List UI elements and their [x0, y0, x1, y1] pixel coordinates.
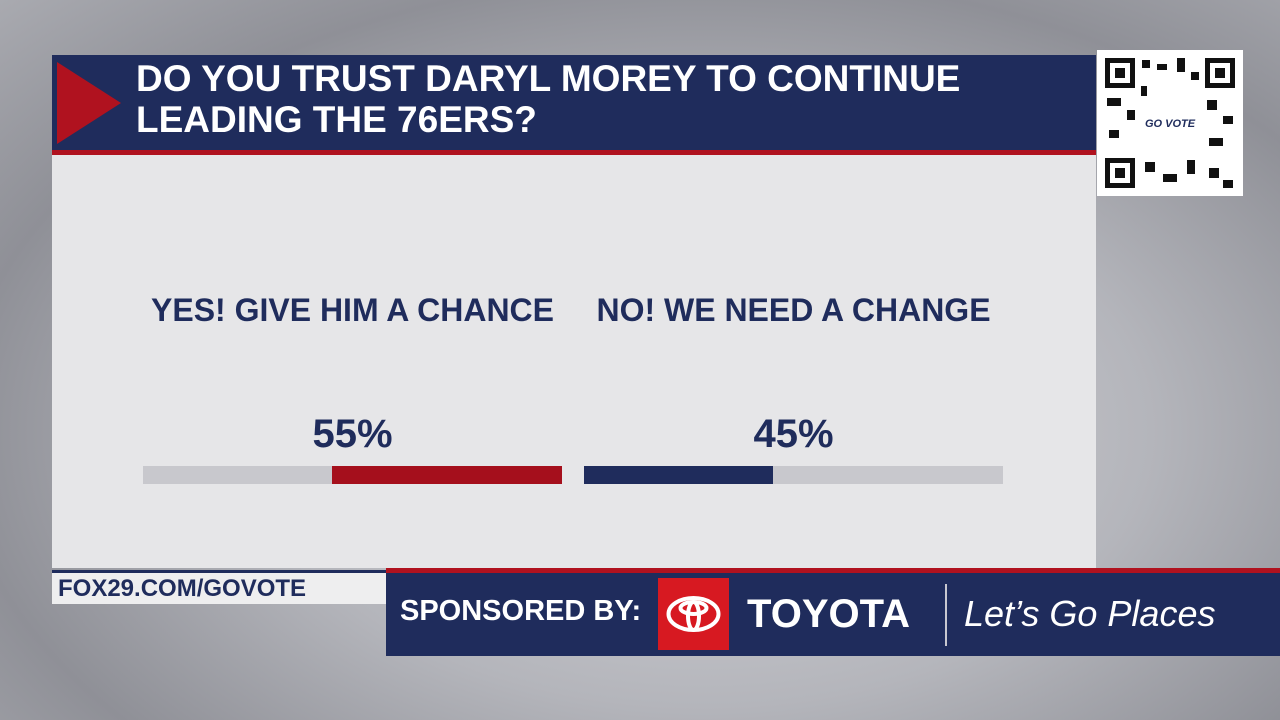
- option-label: NO! WE NEED A CHANGE: [596, 292, 991, 328]
- url: FOX29.COM/GOVOTE: [58, 575, 307, 602]
- sponsor-bar: [386, 568, 1280, 656]
- bar-track: [143, 466, 562, 484]
- divider: [945, 584, 947, 646]
- header-bar: [52, 55, 1096, 155]
- qr-pattern: GO VOTE: [1105, 58, 1235, 188]
- qr-label: GO VOTE: [1145, 118, 1196, 130]
- poll-panel: [52, 155, 1096, 568]
- brand: TOYOTA: [747, 592, 910, 636]
- question: DO YOU TRUST DARYL MOREY TO CONTINUE LEA…: [136, 58, 961, 140]
- option-label: YES! GIVE HIM A CHANCE: [151, 292, 554, 328]
- url-box: [52, 570, 386, 604]
- logo-emblem: [666, 596, 721, 632]
- bar-track: [584, 466, 1003, 484]
- slogan: Let’s Go Places: [964, 593, 1216, 634]
- sponsored-by: SPONSORED BY:: [400, 595, 642, 627]
- toyota-logo: [658, 578, 729, 650]
- bar: [584, 466, 773, 484]
- bar: [331, 466, 562, 484]
- option-value: 45%: [753, 412, 834, 456]
- qr-code: GO VOTE: [1097, 50, 1243, 196]
- option-value: 55%: [312, 412, 393, 456]
- arrow-icon: [57, 62, 121, 144]
